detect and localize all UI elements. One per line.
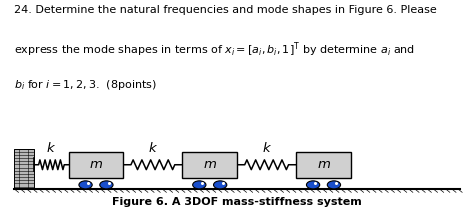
Text: $m$: $m$ — [203, 158, 217, 171]
Circle shape — [79, 181, 92, 189]
Text: $m$: $m$ — [317, 158, 330, 171]
Text: $k$: $k$ — [148, 141, 158, 155]
Text: $k$: $k$ — [262, 141, 272, 155]
Circle shape — [192, 181, 206, 189]
Circle shape — [100, 181, 113, 189]
Circle shape — [327, 181, 341, 189]
Bar — [14, 149, 34, 189]
Bar — [182, 152, 237, 178]
Circle shape — [306, 181, 320, 189]
Text: 24. Determine the natural frequencies and mode shapes in Figure 6. Please: 24. Determine the natural frequencies an… — [14, 5, 437, 15]
Text: express the mode shapes in terms of $x_i = [a_i, b_i, 1]^\mathrm{T}$ by determin: express the mode shapes in terms of $x_i… — [14, 40, 415, 59]
Text: $k$: $k$ — [46, 141, 56, 155]
Circle shape — [213, 181, 227, 189]
Text: Figure 6. A 3DOF mass-stiffness system: Figure 6. A 3DOF mass-stiffness system — [112, 197, 362, 207]
Text: $m$: $m$ — [89, 158, 103, 171]
Bar — [69, 152, 123, 178]
Bar — [296, 152, 351, 178]
Text: $b_i$ for $i = 1,2,3$.  (8points): $b_i$ for $i = 1,2,3$. (8points) — [14, 78, 157, 92]
